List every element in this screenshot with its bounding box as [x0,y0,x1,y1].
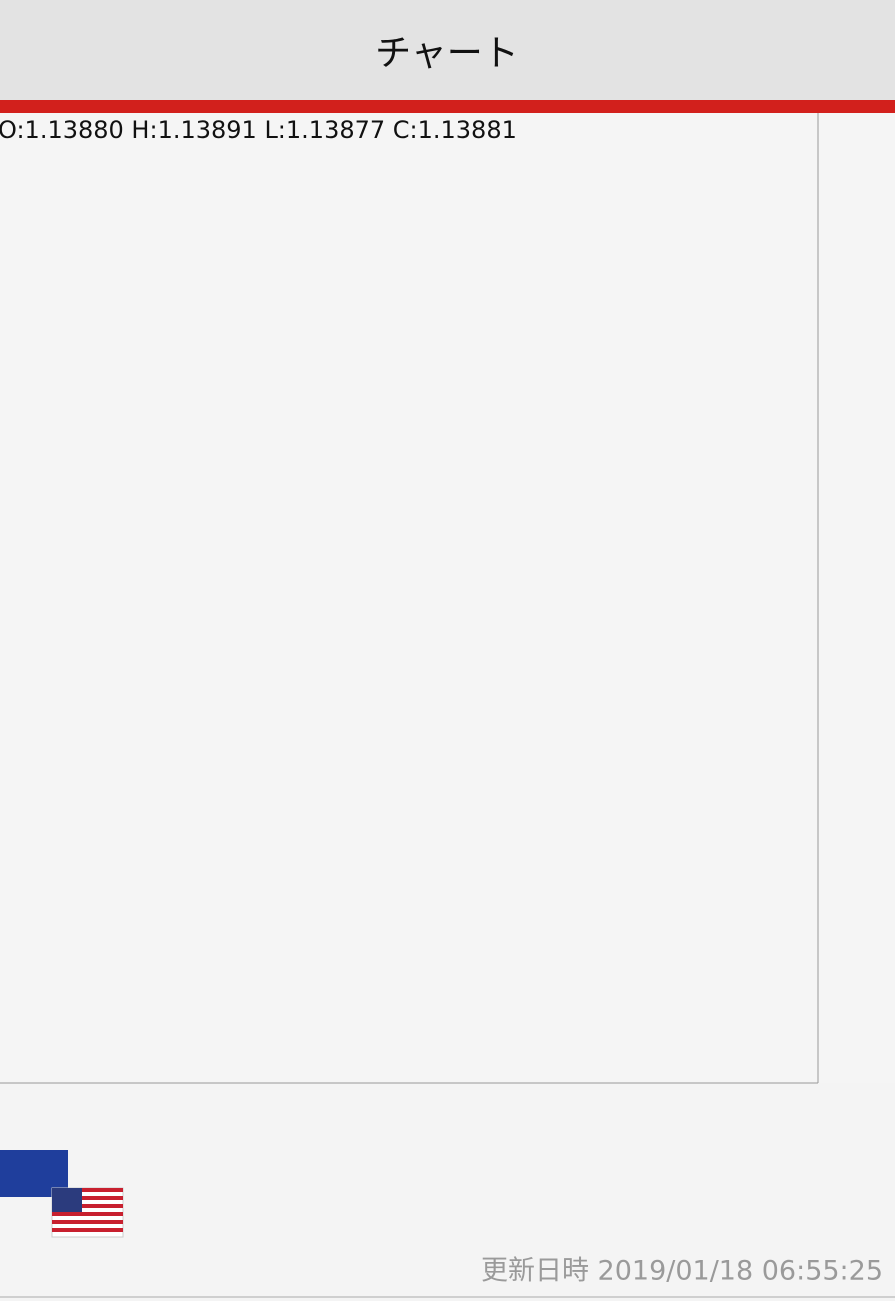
us-flag [51,1187,124,1238]
app-title: チャート [375,33,519,74]
app-bar [0,0,895,100]
accent-bar [0,100,895,113]
toolbar [0,1084,895,1301]
update-time: 更新日時 2019/01/18 06:55:25 [481,1256,883,1287]
plot-area [0,113,818,1083]
ohlc-readout: O:1.13880 H:1.13891 L:1.13877 C:1.13881 [0,116,517,144]
price-axis [818,113,895,1083]
